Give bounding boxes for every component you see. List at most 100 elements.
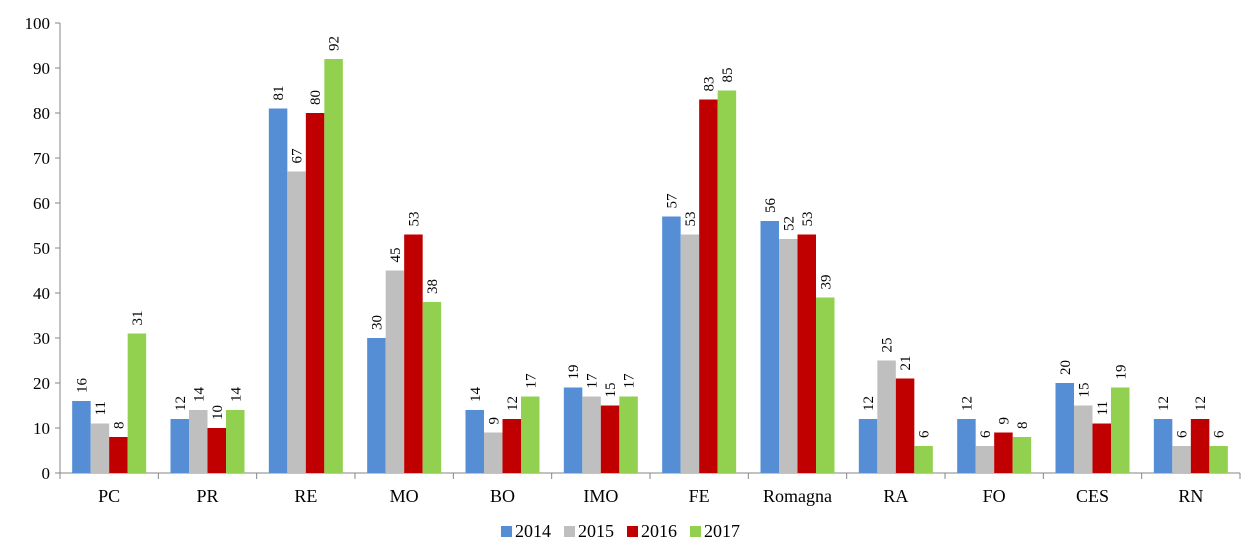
y-tick-label: 90 — [33, 59, 50, 78]
y-tick-label: 60 — [33, 194, 50, 213]
data-label: 53 — [800, 212, 816, 227]
y-tick-label: 100 — [25, 14, 51, 33]
legend-swatch-2015 — [564, 526, 575, 537]
x-tick-label: MO — [390, 486, 419, 506]
data-label: 38 — [425, 279, 441, 294]
data-label: 14 — [468, 387, 484, 403]
data-label: 57 — [664, 193, 680, 209]
bar-2016-RE — [305, 113, 325, 473]
data-label: 6 — [917, 430, 933, 438]
y-tick-label: 20 — [33, 374, 50, 393]
bar-2015-RE — [287, 171, 306, 473]
data-label: 8 — [1015, 422, 1031, 430]
y-tick-label: 40 — [33, 284, 50, 303]
bar-2014-PC — [72, 401, 91, 473]
bar-2016-FE — [699, 99, 718, 473]
bar-2015-Romagna — [779, 239, 798, 473]
y-tick-label: 30 — [33, 329, 50, 348]
bar-2016-Romagna — [797, 234, 816, 473]
legend-swatch-2016 — [627, 526, 638, 537]
legend-label: 2015 — [578, 521, 614, 541]
bar-2017-PR — [226, 410, 245, 473]
bar-2017-CES — [1111, 387, 1130, 473]
bar-2017-BO — [521, 396, 540, 473]
legend-label: 2017 — [704, 521, 740, 541]
data-label: 12 — [1156, 396, 1172, 411]
bar-2015-FO — [975, 446, 995, 473]
legend-swatch-2017 — [690, 526, 701, 537]
bar-2014-RE — [268, 108, 288, 473]
bar-2015-CES — [1074, 405, 1093, 473]
data-label: 12 — [861, 396, 877, 411]
bar-2015-PR — [189, 410, 208, 473]
bar-2015-BO — [484, 432, 503, 473]
data-label: 6 — [1175, 430, 1191, 438]
bar-2017-MO — [422, 302, 442, 473]
data-label: 56 — [763, 198, 779, 214]
x-tick-label: FE — [689, 486, 710, 506]
x-tick-label: RN — [1178, 486, 1203, 506]
data-label: 14 — [191, 387, 207, 403]
bar-2016-RN — [1190, 419, 1210, 473]
data-label: 92 — [327, 36, 343, 51]
bar-2015-IMO — [582, 396, 601, 473]
y-tick-label: 0 — [42, 464, 51, 483]
x-axis: PC PR RE MO BO IMO FE Romagna RA FO CES RN — [59, 472, 1241, 506]
y-tick-label: 50 — [33, 239, 50, 258]
bar-2015-FE — [680, 234, 700, 473]
x-tick-label: BO — [490, 486, 515, 506]
bar-2016-MO — [404, 234, 423, 473]
bar-2014-BO — [465, 410, 484, 473]
x-tick-label: IMO — [583, 486, 618, 506]
data-label: 21 — [898, 356, 914, 371]
bar-2016-FO — [994, 432, 1013, 473]
bar-2017-Romagna — [816, 297, 835, 473]
data-label: 10 — [210, 405, 226, 420]
bar-2015-MO — [385, 270, 405, 473]
data-label: 83 — [701, 77, 717, 92]
data-label: 8 — [111, 422, 127, 430]
data-label: 15 — [603, 383, 619, 398]
data-label: 17 — [585, 373, 601, 389]
bar-2017-FO — [1012, 437, 1032, 473]
bar-2016-BO — [502, 419, 521, 473]
data-label: 12 — [959, 396, 975, 411]
data-label: 17 — [622, 373, 638, 389]
data-label: 9 — [996, 417, 1012, 425]
bar-2016-IMO — [600, 405, 620, 473]
data-label: 80 — [308, 90, 324, 105]
data-label: 20 — [1058, 360, 1074, 375]
x-tick-label: PC — [98, 486, 120, 506]
x-tick-label: Romagna — [763, 486, 832, 506]
bar-2014-MO — [367, 338, 386, 473]
data-label: 12 — [173, 396, 189, 411]
y-axis: 0 10 20 30 40 50 60 70 80 90 100 — [25, 14, 61, 483]
bar-2014-FE — [662, 216, 681, 473]
bar-2014-CES — [1055, 383, 1074, 473]
bar-2014-Romagna — [760, 221, 779, 473]
data-label: 19 — [1113, 365, 1129, 380]
data-labels: 1611831121410148167809230455338149121719… — [74, 36, 1227, 438]
data-label: 6 — [978, 430, 994, 438]
legend: 2014 2015 2016 2017 — [501, 521, 740, 541]
legend-label: 2014 — [515, 521, 551, 541]
bar-2014-RA — [858, 419, 878, 473]
data-label: 25 — [880, 338, 896, 353]
data-label: 39 — [818, 275, 834, 290]
data-label: 85 — [720, 68, 736, 83]
bar-2017-PC — [127, 333, 147, 473]
bar-2017-RA — [914, 446, 933, 473]
data-label: 11 — [1095, 401, 1111, 415]
data-label: 81 — [271, 86, 287, 101]
data-label: 17 — [523, 373, 539, 389]
y-tick-label: 70 — [33, 149, 50, 168]
data-label: 19 — [566, 365, 582, 380]
bar-2015-RA — [877, 360, 896, 473]
data-label: 45 — [388, 248, 404, 263]
legend-swatch-2014 — [501, 526, 512, 537]
data-label: 53 — [406, 212, 422, 227]
x-tick-label: CES — [1076, 486, 1109, 506]
bar-2016-PC — [109, 437, 128, 473]
data-label: 11 — [93, 401, 109, 415]
data-label: 12 — [505, 396, 521, 411]
